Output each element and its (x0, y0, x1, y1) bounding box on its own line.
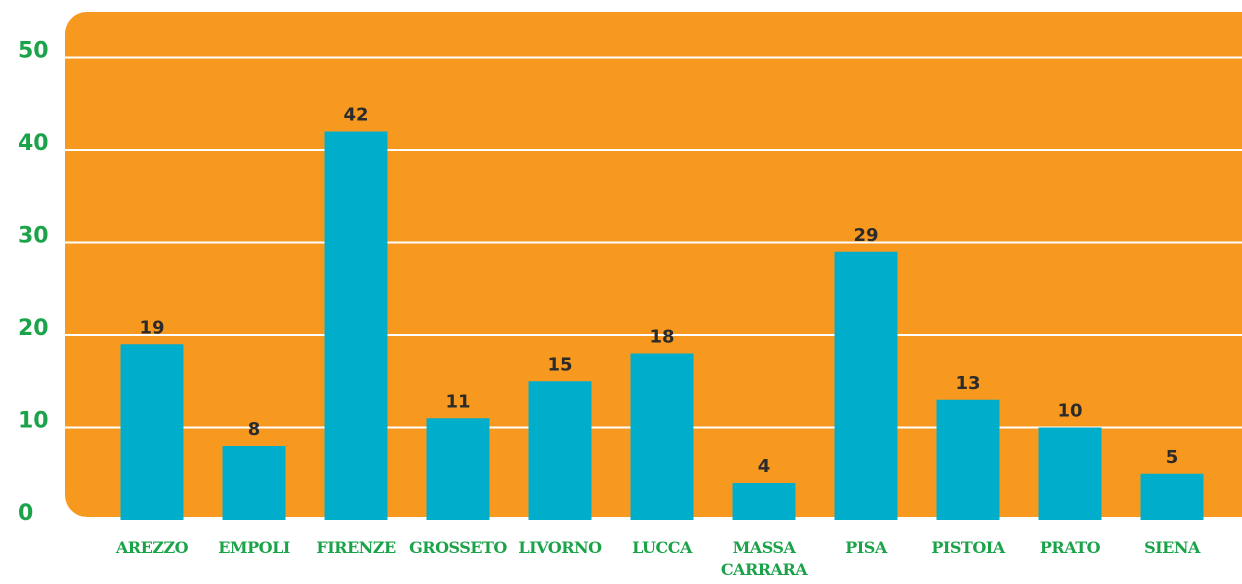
value-label: 8 (248, 419, 261, 440)
bar (834, 251, 898, 520)
x-tick-label: LUCCA (632, 538, 692, 557)
x-tick-label: FIRENZE (316, 538, 396, 557)
value-label: 19 (139, 317, 164, 338)
bar (324, 131, 388, 520)
x-tick-label: PISA (845, 538, 887, 557)
value-label: 4 (758, 456, 771, 477)
y-tick-label: 50 (18, 39, 49, 64)
y-tick-label: 0 (18, 501, 33, 526)
x-tick-label: MASSA CARRARA (720, 538, 808, 579)
bar (936, 399, 1000, 520)
bar (1038, 427, 1102, 520)
value-label: 10 (1057, 401, 1082, 422)
bar (120, 344, 184, 520)
x-tick-label: LIVORNO (518, 538, 602, 557)
bar (1140, 473, 1204, 520)
bar (426, 418, 490, 520)
y-tick-label: 10 (18, 409, 49, 434)
x-tick-label: EMPOLI (218, 538, 290, 557)
x-tick-label: PRATO (1039, 538, 1101, 557)
bar (630, 353, 694, 520)
y-tick-label: 30 (18, 224, 49, 249)
value-label: 13 (955, 373, 980, 394)
bar (528, 381, 592, 520)
y-tick-label: 40 (18, 131, 49, 156)
value-label: 5 (1166, 447, 1179, 468)
x-tick-label: GROSSETO (409, 538, 507, 557)
value-label: 11 (445, 391, 470, 412)
value-label: 15 (547, 354, 572, 375)
value-label: 29 (853, 225, 878, 246)
x-tick-label: PISTOIA (931, 538, 1005, 557)
x-tick-label: AREZZO (115, 538, 189, 557)
value-label: 18 (649, 327, 674, 348)
value-label: 42 (343, 105, 368, 126)
bar (222, 446, 286, 520)
y-tick-label: 20 (18, 316, 49, 341)
bar (732, 483, 796, 520)
x-tick-label: SIENA (1144, 538, 1200, 557)
